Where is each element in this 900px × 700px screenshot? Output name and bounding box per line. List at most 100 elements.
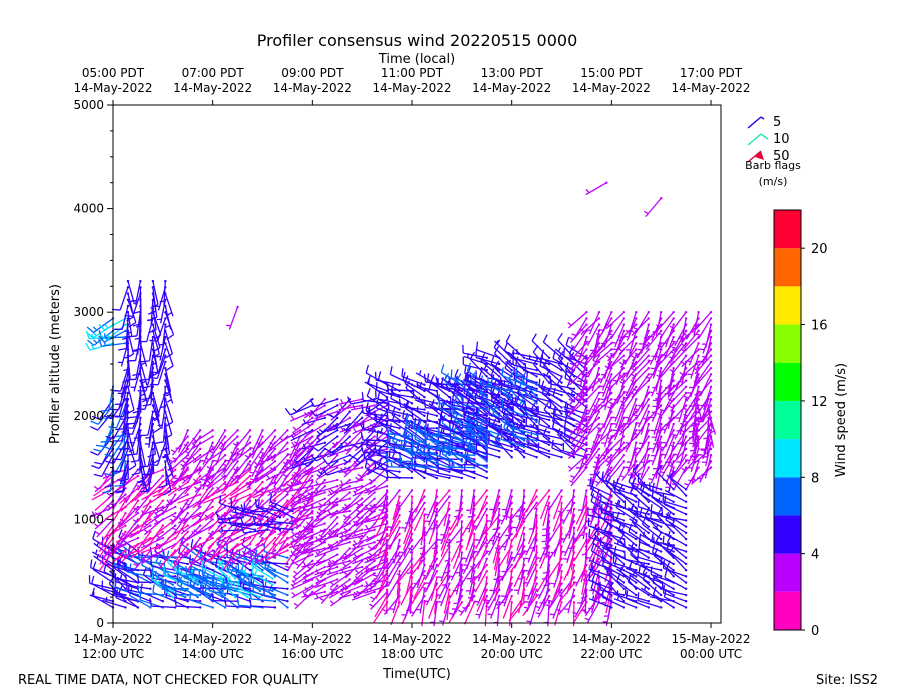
barb-half-flag: [143, 528, 148, 533]
barb-station-dot: [171, 583, 175, 586]
barb-shaft: [118, 487, 139, 504]
barb-station-dot: [261, 466, 264, 469]
barb-full-flag: [377, 390, 381, 400]
barb-full-flag: [219, 495, 222, 504]
barb-station-dot: [410, 402, 414, 405]
barb-half-flag: [467, 515, 473, 518]
barb-half-flag: [209, 450, 214, 454]
barb-station-dot: [435, 507, 439, 511]
barb-half-flag: [368, 440, 373, 445]
barb-station-dot: [398, 526, 401, 529]
barb-full-flag: [227, 563, 232, 572]
barb-station-dot: [236, 435, 239, 438]
barb-station-dot: [385, 532, 389, 536]
barb-full-flag: [140, 378, 149, 381]
wind-barb: [205, 524, 227, 541]
barb-shaft: [135, 531, 151, 552]
barb-station-dot: [184, 595, 187, 599]
barb-full-flag: [189, 576, 194, 585]
barb-station-dot: [248, 568, 252, 572]
barb-half-flag: [254, 461, 259, 466]
barb-full-flag: [136, 584, 140, 594]
barb-half-flag: [104, 324, 109, 329]
barb-station-dot: [485, 557, 488, 560]
barb-half-flag: [173, 477, 179, 480]
wind-barb: [89, 591, 115, 603]
barb-station-dot: [398, 570, 401, 573]
barb-station-dot: [298, 429, 302, 432]
barb-half-flag: [316, 430, 321, 435]
barb-station-dot: [199, 429, 202, 432]
barb-half-flag: [542, 553, 548, 555]
barb-half-flag: [368, 478, 374, 483]
barb-station-dot: [336, 516, 339, 519]
barb-station-dot: [223, 562, 227, 566]
barb-station-dot: [223, 593, 227, 597]
barb-station-dot: [398, 532, 401, 536]
barb-shaft: [263, 561, 288, 565]
barb-full-flag: [92, 530, 96, 539]
barb-station-dot: [186, 429, 189, 432]
barb-station-dot: [336, 429, 339, 432]
barb-station-dot: [348, 485, 351, 488]
barb-station-dot: [360, 528, 364, 531]
barb-station-dot: [560, 489, 563, 492]
barb-half-flag: [568, 547, 574, 550]
barb-half-flag: [266, 474, 271, 480]
barb-full-flag: [150, 558, 153, 567]
barb-station-dot: [522, 532, 526, 536]
barb-shaft: [124, 500, 139, 522]
barb-shaft: [268, 592, 288, 608]
barb-station-dot: [248, 441, 252, 444]
barb-station-dot: [151, 410, 155, 413]
barb-station-dot: [460, 514, 464, 517]
barb-station-dot: [223, 480, 227, 484]
wind-barb: [177, 493, 202, 504]
barb-station-dot: [311, 487, 314, 490]
barb-station-dot: [360, 565, 364, 569]
barb-half-flag: [319, 597, 325, 602]
barb-station-dot: [423, 588, 426, 592]
barb-half-flag: [141, 510, 145, 515]
barb-half-flag: [524, 594, 530, 597]
wind-barb: [248, 577, 274, 593]
barb-station-dot: [136, 511, 140, 515]
wind-barb: [235, 565, 262, 580]
barb-half-flag: [133, 437, 139, 439]
barb-station-dot: [124, 530, 127, 534]
barb-station-dot: [273, 524, 277, 527]
barb-shaft: [164, 330, 173, 354]
barb-half-flag: [135, 484, 141, 488]
wind-barb: [237, 564, 264, 578]
barb-half-flag: [340, 404, 344, 410]
barb-station-dot: [460, 520, 464, 523]
wind-barb: [172, 511, 189, 534]
barb-shaft: [222, 500, 239, 521]
barb-station-dot: [271, 595, 274, 599]
barb-half-flag: [260, 451, 265, 455]
barb-station-dot: [360, 466, 364, 469]
barb-station-dot: [398, 464, 401, 467]
barb-station-dot: [323, 565, 327, 569]
barb-half-flag: [154, 570, 157, 576]
wind-barb: [191, 505, 214, 520]
barb-station-dot: [547, 594, 551, 598]
barb-station-dot: [572, 576, 576, 579]
barb-station-dot: [510, 601, 513, 604]
barb-station-dot: [233, 589, 237, 593]
barb-half-flag: [169, 518, 175, 523]
barb-shaft: [265, 559, 288, 571]
barb-station-dot: [164, 279, 167, 283]
barb-station-dot: [136, 524, 140, 527]
barb-full-flag: [100, 440, 109, 443]
barb-full-flag: [237, 564, 240, 573]
barb-station-dot: [311, 485, 314, 488]
barb-half-flag: [179, 538, 184, 543]
barb-station-dot: [174, 575, 177, 578]
barb-station-dot: [273, 435, 277, 438]
barb-half-flag: [196, 545, 202, 549]
barb-station-dot: [398, 501, 401, 505]
barb-half-flag: [119, 536, 125, 541]
barb-station-dot: [174, 493, 177, 496]
barb-station-dot: [560, 570, 563, 573]
